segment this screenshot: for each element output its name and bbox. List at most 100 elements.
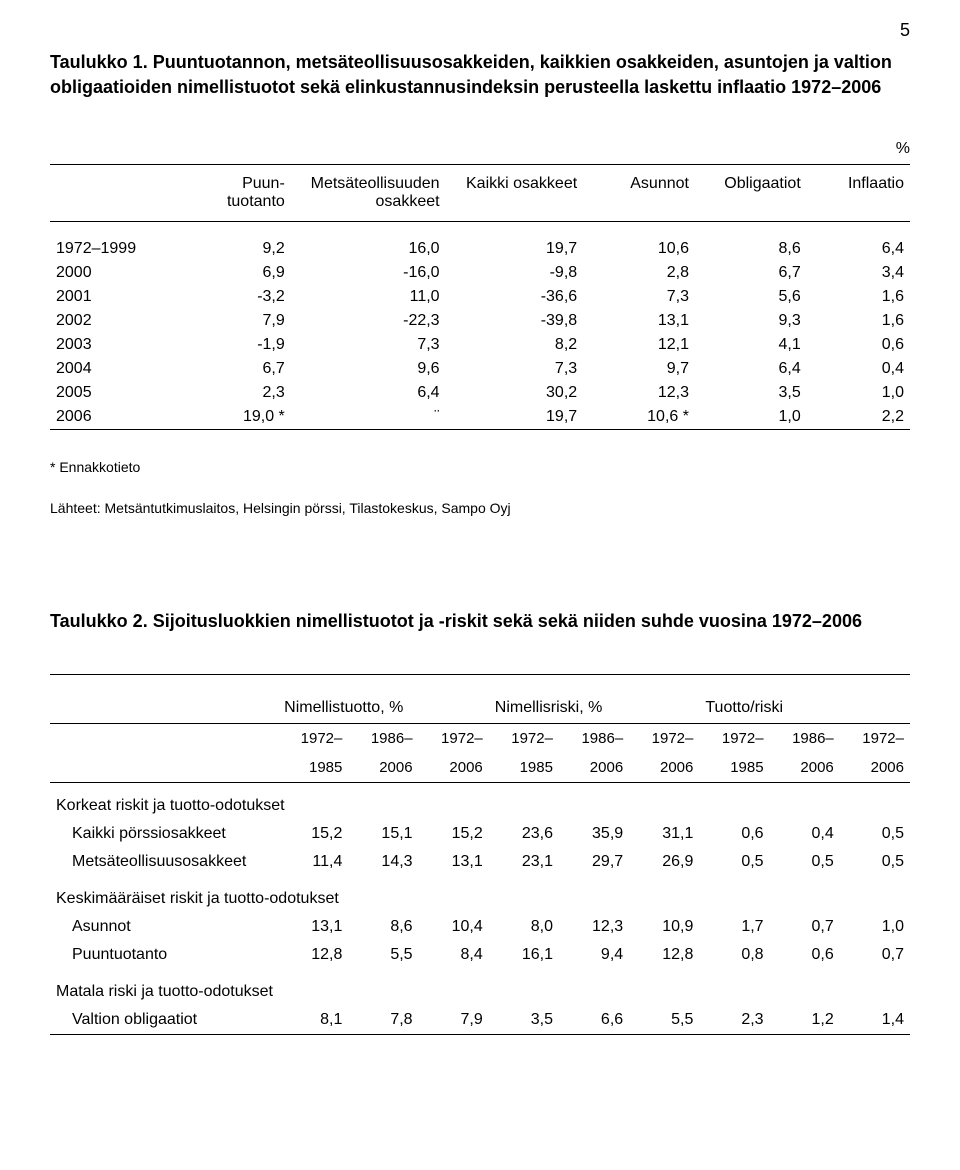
t1-cell: 0,4 [807, 357, 910, 381]
t2-cell: 12,8 [629, 941, 699, 969]
t2-period: 1972– [699, 724, 769, 754]
t2-cell: 0,4 [770, 820, 840, 848]
t2-cell: 0,7 [770, 913, 840, 941]
t2-cell: 7,9 [419, 1006, 489, 1035]
t2-period: 1972– [629, 724, 699, 754]
table2-label: Taulukko 2. [50, 611, 148, 631]
t2-section-title: Matala riski ja tuotto-odotukset [50, 969, 910, 1006]
t1-year: 2000 [50, 261, 170, 285]
t1-cell: 0,6 [807, 333, 910, 357]
t2-cell: 1,0 [840, 913, 910, 941]
t1-cell: 1,6 [807, 285, 910, 309]
t2-grp-riski: Nimellisriski, % [489, 693, 700, 724]
t2-period: 1972– [278, 724, 348, 754]
t2-cell: 12,3 [559, 913, 629, 941]
t1-year: 2003 [50, 333, 170, 357]
t1-cell: 12,3 [583, 381, 695, 405]
t2-cell: 1,4 [840, 1006, 910, 1035]
table1-label: Taulukko 1. [50, 52, 148, 72]
t2-row-label: Metsäteollisuusosakkeet [50, 848, 278, 876]
t2-period: 1972– [840, 724, 910, 754]
t2-cell: 3,5 [489, 1006, 559, 1035]
t2-cell: 11,4 [278, 848, 348, 876]
t1-cell: 3,5 [695, 381, 807, 405]
t1-year: 1972–1999 [50, 230, 170, 261]
t2-section-title: Keskimääräiset riskit ja tuotto-odotukse… [50, 876, 910, 913]
t1-h-metsa: Metsäteollisuudenosakkeet [291, 165, 446, 222]
t1-year: 2001 [50, 285, 170, 309]
t2-cell: 10,4 [419, 913, 489, 941]
t2-cell: 0,6 [699, 820, 769, 848]
table1-footnote2: Lähteet: Metsäntutkimuslaitos, Helsingin… [50, 497, 910, 519]
t2-cell: 0,7 [840, 941, 910, 969]
t2-cell: 13,1 [278, 913, 348, 941]
t2-cell: 14,3 [348, 848, 418, 876]
t1-year: 2004 [50, 357, 170, 381]
t2-cell: 0,5 [770, 848, 840, 876]
t2-cell: 29,7 [559, 848, 629, 876]
t1-year: 2006 [50, 405, 170, 430]
t1-cell: 1,0 [807, 381, 910, 405]
t1-cell: 2,8 [583, 261, 695, 285]
t2-cell: 12,8 [278, 941, 348, 969]
t2-period: 1972– [489, 724, 559, 754]
t2-period: 1985 [699, 753, 769, 783]
t1-cell: 6,7 [695, 261, 807, 285]
table2: Nimellistuotto, % Nimellisriski, % Tuott… [50, 674, 910, 1036]
t2-period: 2006 [629, 753, 699, 783]
t1-cell: 16,0 [291, 230, 446, 261]
t2-section-title: Korkeat riskit ja tuotto-odotukset [50, 783, 910, 821]
t2-row-label: Valtion obligaatiot [50, 1006, 278, 1035]
t1-cell: 1,6 [807, 309, 910, 333]
t1-cell: 12,1 [583, 333, 695, 357]
t2-grp-tuotto: Nimellistuotto, % [278, 693, 489, 724]
t1-cell: 19,7 [446, 230, 584, 261]
t1-cell: 4,1 [695, 333, 807, 357]
t1-cell: 6,4 [695, 357, 807, 381]
table2-desc: Sijoitusluokkien nimellistuotot ja -risk… [153, 611, 862, 631]
t2-cell: 0,5 [840, 820, 910, 848]
t1-cell: 6,7 [170, 357, 290, 381]
t1-h-puun: Puun-tuotanto [170, 165, 290, 222]
page-number: 5 [900, 20, 910, 41]
t2-cell: 31,1 [629, 820, 699, 848]
t1-h-kaikki: Kaikki osakkeet [446, 165, 584, 222]
t2-period: 1986– [559, 724, 629, 754]
t2-cell: 13,1 [419, 848, 489, 876]
t1-cell: 9,7 [583, 357, 695, 381]
t2-cell: 15,1 [348, 820, 418, 848]
t2-period: 2006 [559, 753, 629, 783]
t1-cell: 7,3 [446, 357, 584, 381]
t2-period: 1986– [348, 724, 418, 754]
t2-cell: 7,8 [348, 1006, 418, 1035]
t1-h-infl: Inflaatio [807, 165, 910, 222]
t1-cell: 6,4 [291, 381, 446, 405]
t2-cell: 16,1 [489, 941, 559, 969]
t1-cell: 9,2 [170, 230, 290, 261]
t1-year: 2005 [50, 381, 170, 405]
table1-title: Taulukko 1. Puuntuotannon, metsäteollisu… [50, 50, 910, 100]
t2-cell: 0,8 [699, 941, 769, 969]
t2-cell: 8,6 [348, 913, 418, 941]
t1-cell: 19,7 [446, 405, 584, 430]
table1-desc: Puuntuotannon, metsäteollisuusosakkeiden… [50, 52, 892, 97]
t1-cell: 7,3 [583, 285, 695, 309]
t1-cell: -1,9 [170, 333, 290, 357]
t2-period: 2006 [348, 753, 418, 783]
t2-cell: 2,3 [699, 1006, 769, 1035]
t2-cell: 0,5 [699, 848, 769, 876]
t1-cell: 5,6 [695, 285, 807, 309]
t1-cell: -9,8 [446, 261, 584, 285]
t2-period: 2006 [419, 753, 489, 783]
t2-cell: 15,2 [278, 820, 348, 848]
t1-h-asunnot: Asunnot [583, 165, 695, 222]
t2-cell: 23,1 [489, 848, 559, 876]
t2-period: 2006 [840, 753, 910, 783]
table2-title: Taulukko 2. Sijoitusluokkien nimellistuo… [50, 609, 910, 634]
t2-row-label: Puuntuotanto [50, 941, 278, 969]
table1: Puun-tuotanto Metsäteollisuudenosakkeet … [50, 164, 910, 438]
t1-cell: 10,6 * [583, 405, 695, 430]
t2-period: 1985 [278, 753, 348, 783]
t1-cell: -16,0 [291, 261, 446, 285]
t1-cell: 10,6 [583, 230, 695, 261]
